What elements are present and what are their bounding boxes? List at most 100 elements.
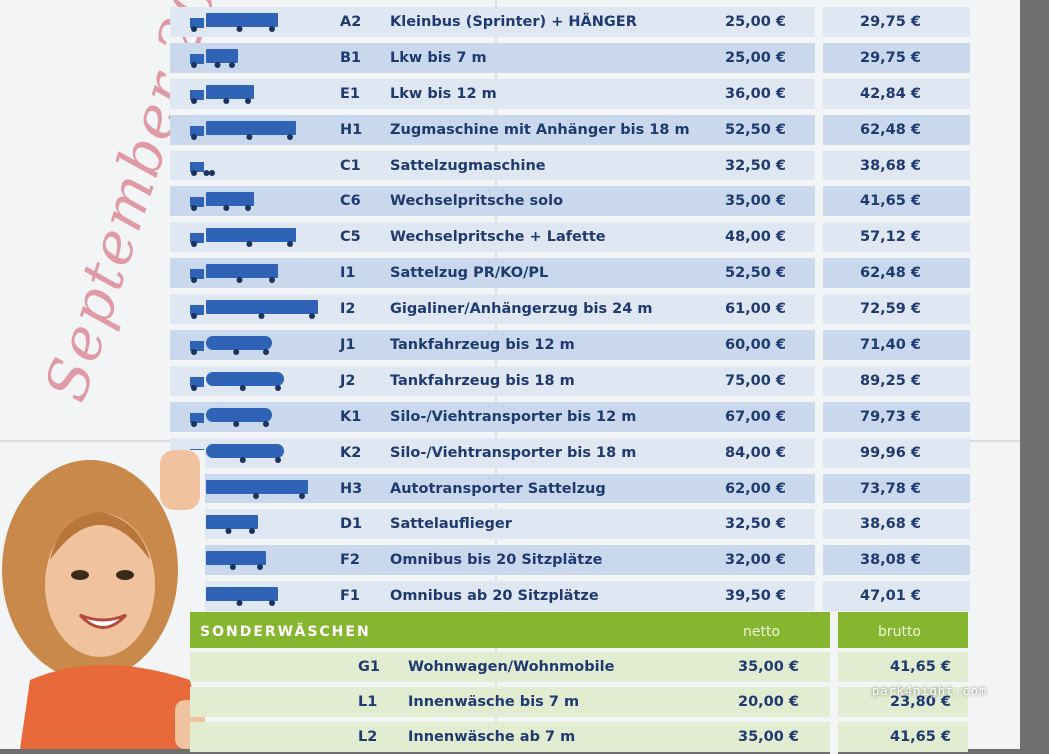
column-gap: [815, 183, 823, 220]
special-washes-header: SONDERWÄSCHEN netto brutto: [190, 612, 968, 648]
column-gap: [815, 506, 823, 543]
netto-price: 36,00 €: [725, 85, 787, 102]
row-background: [170, 258, 970, 289]
table-row: F2 Omnibus bis 20 Sitzplätze 32,00 € 38,08 …: [170, 542, 970, 579]
brutto-price: 62,48 €: [860, 265, 922, 282]
vehicle-code: D1: [340, 516, 363, 533]
watermark: park4night.com: [872, 684, 988, 698]
vehicle-code: C5: [340, 229, 361, 246]
vehicle-icon: [190, 300, 318, 320]
brutto-price: 23,80 €: [890, 694, 952, 710]
vehicle-code: C6: [340, 193, 361, 210]
row-background: [170, 365, 970, 396]
brutto-price: 73,78 €: [860, 480, 922, 497]
netto-price: 32,50 €: [725, 157, 787, 174]
row-background: [170, 330, 970, 360]
table-row: E1 Lkw bis 12 m 36,00 € 42,84 €: [170, 75, 970, 112]
row-background: [170, 545, 970, 576]
price-table: A2 Kleinbus (Sprinter) + HÄNGER 25,00 € 29,…: [170, 4, 970, 615]
brutto-price: 38,68 €: [860, 157, 922, 174]
netto-price: 25,00 €: [725, 49, 787, 66]
row-background: [190, 687, 968, 717]
wash-code: L1: [358, 694, 378, 710]
price-list-sheet: September 2024 A2 Kleinbus (Sprinter) + H…: [0, 0, 1020, 754]
column-gap: [815, 542, 823, 579]
column-gap: [815, 291, 823, 328]
column-gap: [815, 362, 823, 399]
vehicle-description: Autotransporter Sattelzug: [390, 480, 606, 497]
table-row: D1 Sattelauflieger 32,50 € 38,68 €: [170, 506, 970, 543]
brutto-price: 29,75 €: [860, 14, 922, 30]
vehicle-description: Silo-/Viehtransporter bis 18 m: [390, 444, 637, 461]
row-background: [190, 722, 968, 752]
column-gap: [830, 685, 838, 719]
column-gap: [815, 470, 823, 507]
vehicle-description: Sattelzugmaschine: [390, 157, 546, 174]
vehicle-code: F2: [340, 552, 360, 569]
brutto-price: 79,73 €: [860, 408, 922, 425]
vehicle-icon: [190, 336, 272, 356]
column-gap: [815, 434, 823, 471]
wash-code: G1: [358, 659, 380, 675]
column-gap: [815, 255, 823, 292]
column-gap: [815, 4, 823, 40]
vehicle-description: Sattelauflieger: [390, 516, 512, 533]
column-gap: [815, 147, 823, 184]
table-row: I1 Sattelzug PR/KO/PL 52,50 € 62,48 €: [170, 255, 970, 292]
brutto-price: 41,65 €: [890, 729, 952, 745]
vehicle-code: B1: [340, 49, 362, 66]
netto-price: 52,50 €: [725, 121, 787, 138]
netto-price: 52,50 €: [725, 265, 787, 282]
brutto-price: 62,48 €: [860, 121, 922, 138]
column-gap: [815, 75, 823, 112]
row-background: [170, 7, 970, 37]
row-background: [170, 150, 970, 181]
vehicle-icon: [190, 13, 278, 32]
column-gap: [815, 111, 823, 148]
brutto-price: 57,12 €: [860, 229, 922, 246]
wash-code: L2: [358, 729, 378, 745]
netto-column-label: netto: [743, 624, 781, 640]
vehicle-code: K2: [340, 444, 362, 461]
netto-price: 35,00 €: [738, 729, 800, 745]
vehicle-icon: [190, 371, 284, 391]
netto-price: 35,00 €: [738, 659, 800, 675]
netto-price: 84,00 €: [725, 444, 787, 461]
table-row: J2 Tankfahrzeug bis 18 m 75,00 € 89,25 €: [170, 362, 970, 399]
netto-price: 32,50 €: [725, 516, 787, 533]
vehicle-code: J2: [340, 372, 356, 389]
netto-price: 60,00 €: [725, 337, 787, 354]
vehicle-description: Wechselpritsche + Lafette: [390, 229, 606, 246]
brutto-price: 38,08 €: [860, 552, 922, 569]
vehicle-code: H1: [340, 121, 363, 138]
brutto-price: 99,96 €: [860, 444, 922, 461]
brutto-price: 42,84 €: [860, 85, 922, 102]
column-gap: [815, 219, 823, 256]
netto-price: 48,00 €: [725, 229, 787, 246]
row-background: [170, 114, 970, 145]
table-row: A2 Kleinbus (Sprinter) + HÄNGER 25,00 € 29,…: [170, 4, 970, 40]
vehicle-icon: [190, 479, 308, 499]
vehicle-code: A2: [340, 14, 362, 30]
brutto-price: 41,65 €: [860, 193, 922, 210]
vehicle-code: I1: [340, 265, 356, 282]
smiling-woman-photo: [0, 450, 205, 749]
netto-price: 75,00 €: [725, 372, 787, 389]
header-bar-main: SONDERWÄSCHEN netto: [190, 612, 830, 648]
vehicle-description: Omnibus ab 20 Sitzplätze: [390, 588, 599, 605]
header-bar-brutto: brutto: [838, 612, 968, 648]
vehicle-icon: [190, 48, 238, 68]
vehicle-icon: [190, 161, 215, 176]
vehicle-code: J1: [340, 337, 356, 354]
special-row: L1 Innenwäsche bis 7 m 20,00 € 23,80 €: [190, 685, 968, 719]
row-background: [170, 42, 970, 73]
vehicle-code: K1: [340, 408, 362, 425]
vehicle-icon: [190, 264, 278, 284]
table-row: H1 Zugmaschine mit Anhänger bis 18 m 52,50…: [170, 111, 970, 148]
brutto-price: 72,59 €: [860, 301, 922, 318]
vehicle-icon: [190, 228, 296, 248]
vehicle-code: H3: [340, 480, 363, 497]
vehicle-icon: [190, 84, 254, 104]
vehicle-description: Tankfahrzeug bis 12 m: [390, 337, 575, 354]
brutto-price: 71,40 €: [860, 337, 922, 354]
